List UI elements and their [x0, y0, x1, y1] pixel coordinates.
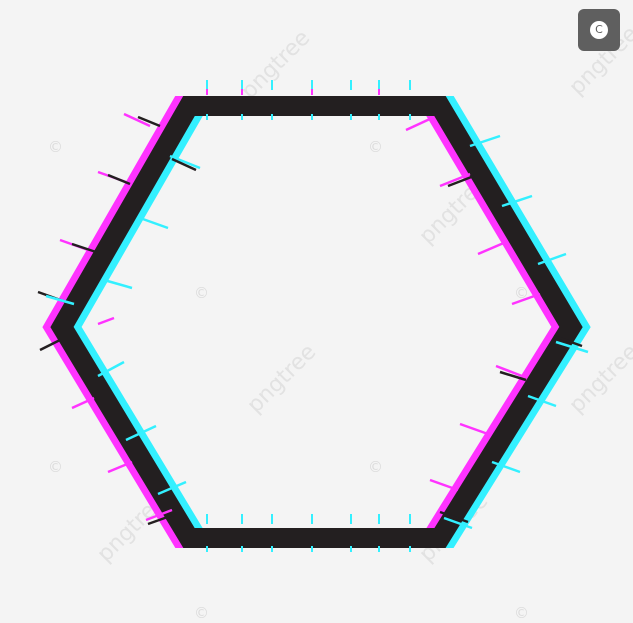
watermark-copyright: © — [368, 138, 383, 156]
watermark-copyright: © — [514, 284, 529, 302]
glitch-ticks-bottom — [206, 514, 411, 552]
hexagon-frame — [50, 96, 583, 548]
watermark-copyright: © — [194, 284, 209, 302]
glitch-ticks-top — [206, 80, 411, 120]
watermark-copyright: © — [48, 458, 63, 476]
watermark-copyright: © — [368, 458, 383, 476]
glitch-slashes — [37, 112, 589, 530]
watermark-text: pngtree — [243, 340, 322, 419]
watermark-text: pngtree — [237, 26, 316, 105]
watermark-copyright: © — [48, 138, 63, 156]
copyright-badge-button[interactable]: C — [578, 9, 620, 51]
watermark-copyright: © — [514, 604, 529, 622]
copyright-icon: C — [590, 21, 608, 39]
watermark-copyright: © — [194, 604, 209, 622]
